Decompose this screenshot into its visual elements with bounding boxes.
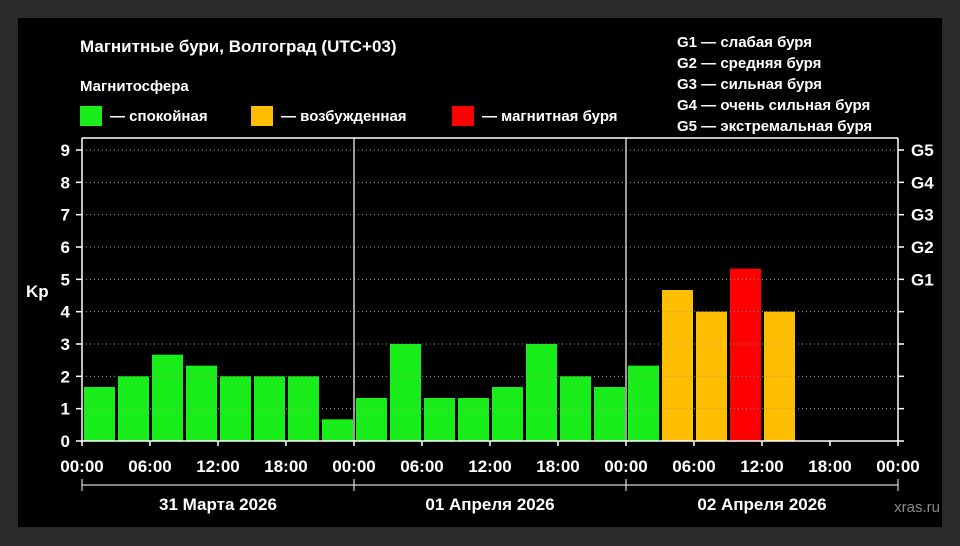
x-tick-label: 06:00 bbox=[400, 457, 443, 476]
kp-bar bbox=[594, 387, 625, 441]
legend-label-2: — магнитная буря bbox=[482, 108, 618, 125]
legend-swatch-0 bbox=[80, 106, 102, 126]
kp-bar bbox=[84, 387, 115, 441]
kp-bar bbox=[730, 268, 761, 441]
x-tick-label: 00:00 bbox=[876, 457, 919, 476]
x-tick-label: 12:00 bbox=[468, 457, 511, 476]
kp-bar bbox=[560, 376, 591, 441]
kp-bar bbox=[186, 365, 217, 441]
plot-area: 0 1 2 3 4 5 6 7 8 9 G1 G2 G3 G4 G5 00:00 06:00 12:00 18:00… bbox=[60, 137, 934, 514]
y-tick-label: 3 bbox=[61, 335, 70, 354]
legend-swatch-2 bbox=[452, 106, 474, 126]
legend: — спокойная — возбужденная — магнитная бур… bbox=[80, 106, 618, 126]
g-level-label: G3 bbox=[911, 206, 934, 225]
kp-bar bbox=[424, 397, 455, 441]
kp-bar bbox=[356, 397, 387, 441]
kp-bar bbox=[696, 311, 727, 441]
storm-scale-item-1: G2 — средняя буря bbox=[677, 55, 821, 72]
storm-scale-list: G1 — слабая буря G2 — средняя буря G3 — си… bbox=[677, 34, 872, 135]
storm-scale-item-4: G5 — экстремальная буря bbox=[677, 118, 872, 135]
g-level-label: G4 bbox=[911, 173, 934, 192]
watermark: xras.ru bbox=[894, 499, 940, 516]
kp-bar bbox=[492, 387, 523, 441]
y-tick-label: 2 bbox=[61, 367, 70, 386]
legend-label-0: — спокойная bbox=[110, 108, 208, 125]
kp-bar bbox=[390, 344, 421, 441]
x-tick-label: 18:00 bbox=[808, 457, 851, 476]
storm-scale-item-0: G1 — слабая буря bbox=[677, 34, 812, 51]
legend-heading: Магнитосфера bbox=[80, 78, 189, 95]
g-level-label: G2 bbox=[911, 238, 934, 257]
day-label: 01 Апреля 2026 bbox=[425, 495, 554, 514]
kp-bar bbox=[118, 376, 149, 441]
g-level-label: G5 bbox=[911, 141, 934, 160]
kp-bar bbox=[288, 376, 319, 441]
y-tick-label: 5 bbox=[61, 270, 70, 289]
x-tick-label: 00:00 bbox=[60, 457, 103, 476]
x-tick-label: 18:00 bbox=[536, 457, 579, 476]
kp-bar bbox=[220, 376, 251, 441]
day-label: 02 Апреля 2026 bbox=[697, 495, 826, 514]
y-tick-label: 0 bbox=[61, 432, 70, 451]
y-tick-label: 4 bbox=[61, 303, 71, 322]
storm-scale-item-3: G4 — очень сильная буря bbox=[677, 97, 870, 114]
x-tick-label: 00:00 bbox=[332, 457, 375, 476]
chart-panel: Магнитные бури, Волгоград (UTC+03) Магни… bbox=[18, 18, 942, 527]
kp-bar bbox=[628, 365, 659, 441]
g-level-label: G1 bbox=[911, 270, 934, 289]
storm-scale-item-2: G3 — сильная буря bbox=[677, 76, 822, 93]
legend-swatch-1 bbox=[251, 106, 273, 126]
y-tick-label: 1 bbox=[61, 400, 70, 419]
kp-bar bbox=[764, 311, 795, 441]
x-tick-label: 06:00 bbox=[672, 457, 715, 476]
kp-bar bbox=[526, 344, 557, 441]
y-tick-label: 9 bbox=[61, 141, 70, 160]
x-tick-label: 00:00 bbox=[604, 457, 647, 476]
kp-bar bbox=[458, 397, 489, 441]
y-tick-label: 6 bbox=[61, 238, 70, 257]
kp-bar bbox=[322, 419, 353, 441]
kp-bar bbox=[254, 376, 285, 441]
y-tick-label: 8 bbox=[61, 173, 70, 192]
y-axis-label: Kp bbox=[26, 282, 49, 301]
x-tick-label: 18:00 bbox=[264, 457, 307, 476]
day-label: 31 Марта 2026 bbox=[159, 495, 277, 514]
chart-title: Магнитные бури, Волгоград (UTC+03) bbox=[80, 37, 397, 56]
x-tick-label: 12:00 bbox=[196, 457, 239, 476]
x-tick-label: 06:00 bbox=[128, 457, 171, 476]
legend-label-1: — возбужденная bbox=[281, 108, 407, 125]
kp-bar bbox=[152, 354, 183, 441]
kp-bar bbox=[662, 290, 693, 441]
y-tick-label: 7 bbox=[61, 206, 70, 225]
x-tick-label: 12:00 bbox=[740, 457, 783, 476]
kp-chart: Магнитные бури, Волгоград (UTC+03) Магни… bbox=[26, 34, 940, 516]
